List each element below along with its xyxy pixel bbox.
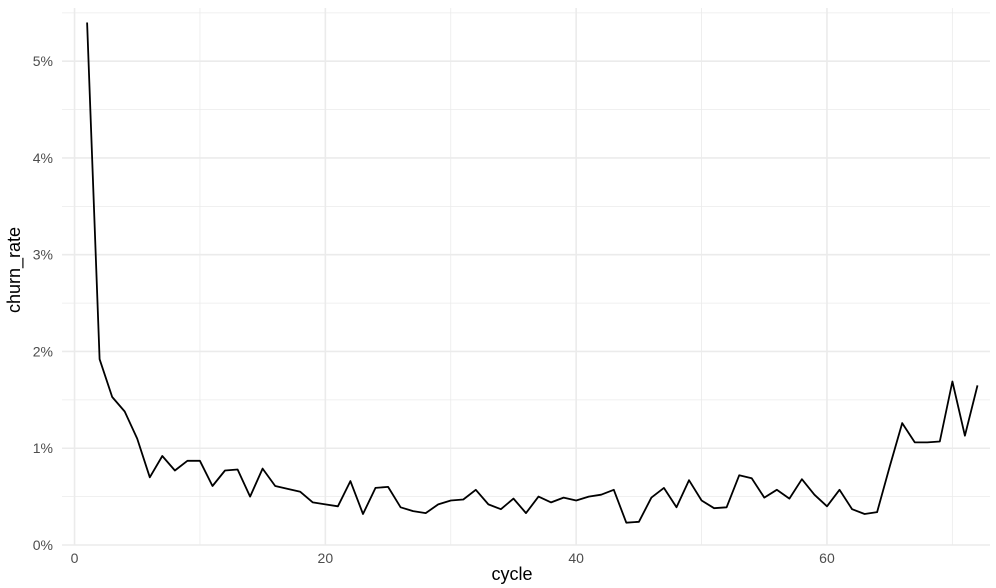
y-tick-label: 5% (33, 53, 53, 69)
y-axis-title: churn_rate (4, 227, 25, 313)
y-tick-label: 3% (33, 247, 53, 263)
x-tick-label: 20 (318, 550, 334, 566)
x-axis-title: cycle (491, 564, 532, 584)
x-tick-label: 40 (568, 550, 584, 566)
y-tick-label: 2% (33, 343, 53, 359)
x-axis-tick-labels: 0 20 40 60 (71, 550, 835, 566)
y-tick-label: 4% (33, 150, 53, 166)
y-axis-tick-labels: 0% 1% 2% 3% 4% 5% (33, 53, 53, 553)
series-line (86, 22, 979, 524)
series-layer (86, 22, 979, 524)
x-tick-label: 0 (71, 550, 79, 566)
x-tick-label: 60 (819, 550, 835, 566)
minor-gridlines (62, 8, 990, 545)
major-gridlines (62, 8, 990, 546)
y-tick-label: 0% (33, 537, 53, 553)
y-tick-label: 1% (33, 440, 53, 456)
